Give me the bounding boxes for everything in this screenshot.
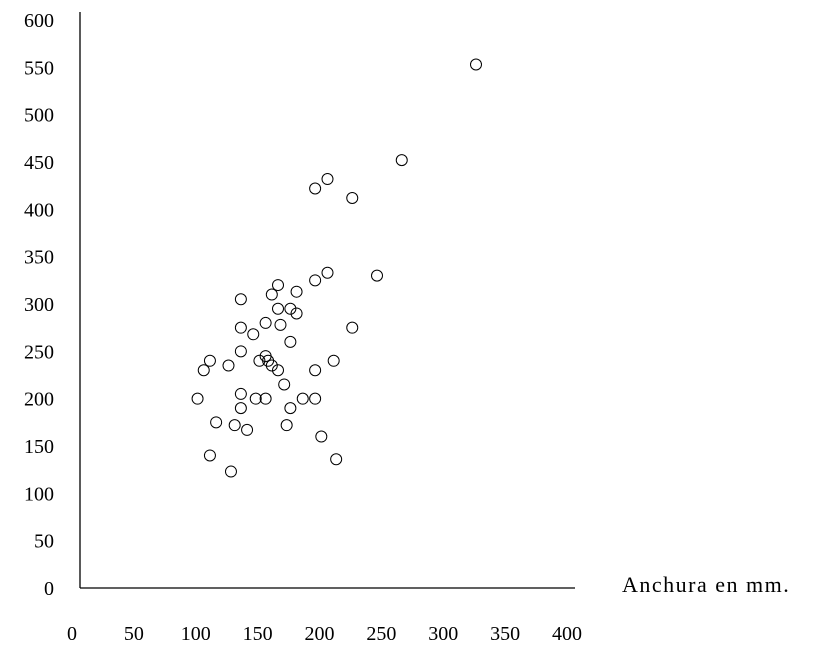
data-point xyxy=(274,318,287,331)
y-tick-label: 300 xyxy=(24,294,54,316)
y-tick-label: 600 xyxy=(24,10,54,32)
data-point xyxy=(228,419,241,432)
x-tick-label: 200 xyxy=(305,623,335,645)
data-point xyxy=(309,182,322,195)
data-point xyxy=(346,191,359,204)
data-point xyxy=(309,392,322,405)
y-tick-label: 400 xyxy=(24,199,54,221)
data-point xyxy=(247,328,260,341)
data-point xyxy=(203,354,216,367)
data-point xyxy=(234,387,247,400)
x-axis-label: Anchura en mm. xyxy=(622,572,790,597)
y-tick-label: 550 xyxy=(24,57,54,79)
data-point xyxy=(249,392,262,405)
data-point xyxy=(395,154,408,167)
x-tick-label: 400 xyxy=(552,623,582,645)
x-tick-label: 0 xyxy=(67,623,77,645)
data-point xyxy=(309,364,322,377)
data-point xyxy=(210,416,223,429)
data-point xyxy=(309,274,322,287)
data-point xyxy=(321,266,334,279)
data-point xyxy=(265,288,278,301)
data-point xyxy=(259,316,272,329)
data-point xyxy=(222,359,235,372)
y-tick-label: 50 xyxy=(34,531,54,553)
x-tick-label: 350 xyxy=(490,623,520,645)
data-point xyxy=(197,364,210,377)
data-point xyxy=(203,449,216,462)
data-point xyxy=(253,354,266,367)
data-point xyxy=(346,321,359,334)
data-point xyxy=(296,392,309,405)
data-point xyxy=(330,453,343,466)
data-point xyxy=(470,58,482,71)
data-point xyxy=(284,402,297,415)
y-tick-label: 100 xyxy=(24,483,54,505)
data-point xyxy=(234,293,247,306)
data-point xyxy=(315,430,328,443)
y-tick-label: 450 xyxy=(24,152,54,174)
data-point xyxy=(321,173,334,186)
data-point xyxy=(280,419,293,432)
data-point xyxy=(278,378,291,391)
data-point xyxy=(241,423,254,436)
x-tick-label: 100 xyxy=(181,623,211,645)
data-point xyxy=(234,402,247,415)
x-axis-tick-labels: 0 50 100 150 200 250 300 350 400 xyxy=(67,623,582,645)
data-point xyxy=(265,359,278,372)
data-points xyxy=(191,58,482,478)
data-point xyxy=(191,392,204,405)
y-tick-label: 0 xyxy=(44,578,54,600)
data-point xyxy=(371,269,383,282)
x-tick-label: 300 xyxy=(428,623,458,645)
data-point xyxy=(284,302,297,315)
data-point xyxy=(272,302,284,315)
x-tick-label: 250 xyxy=(366,623,396,645)
data-point xyxy=(272,364,284,377)
y-tick-label: 250 xyxy=(24,341,54,363)
data-point xyxy=(234,345,247,358)
data-point xyxy=(290,307,303,320)
y-axis-tick-labels: 0 50 100 150 200 250 300 350 400 450 500 550 600 xyxy=(24,10,54,600)
y-tick-label: 200 xyxy=(24,389,54,411)
data-point xyxy=(259,392,272,405)
data-point xyxy=(327,354,340,367)
y-tick-label: 350 xyxy=(24,247,54,269)
x-tick-label: 50 xyxy=(124,623,144,645)
y-tick-label: 500 xyxy=(24,105,54,127)
y-tick-label: 150 xyxy=(24,436,54,458)
x-tick-label: 150 xyxy=(243,623,273,645)
data-point xyxy=(224,465,237,478)
data-point xyxy=(272,279,284,292)
data-point xyxy=(290,285,303,298)
data-point xyxy=(234,321,247,334)
data-point xyxy=(284,335,297,348)
